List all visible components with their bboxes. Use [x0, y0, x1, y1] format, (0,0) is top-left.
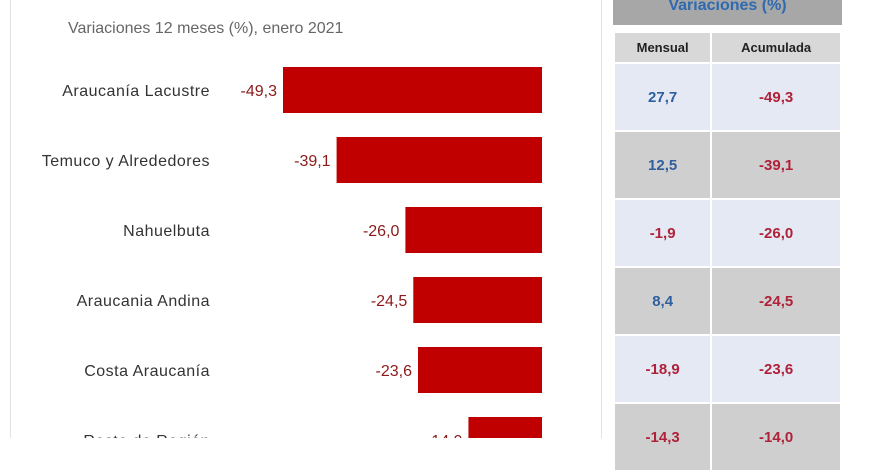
variations-table: Mensual Acumulada 27,7 -49,3 12,5 -39,1 -1,9… — [612, 31, 842, 472]
cell-acumulada: -26,0 — [710, 198, 842, 268]
header-mensual: Mensual — [612, 31, 713, 64]
bar — [468, 417, 542, 438]
table-row: 27,7 -49,3 — [612, 62, 842, 132]
table-row: -1,9 -26,0 — [612, 198, 842, 268]
cell-mensual: 27,7 — [612, 62, 713, 132]
cell-acumulada: -24,5 — [710, 266, 842, 336]
bar-value-label: -24,5 — [371, 293, 408, 310]
bar — [336, 137, 542, 183]
bar-value-label: -39,1 — [294, 153, 331, 170]
bar-chart: -49,3 Araucanía Lacustre -39,1 Temuco y Alr… — [42, 67, 542, 438]
category-label: Araucanía Lacustre — [62, 83, 210, 100]
cell-mensual: 8,4 — [612, 266, 713, 336]
bar-value-label: -26,0 — [363, 223, 400, 240]
category-label: Temuco y Alrededores — [42, 153, 210, 170]
bar-value-label: -23,6 — [376, 363, 413, 380]
cell-acumulada: -49,3 — [710, 62, 842, 132]
header-acumulada: Acumulada — [710, 31, 842, 64]
bar — [405, 207, 542, 253]
table-row: -18,9 -23,6 — [612, 334, 842, 404]
category-label: Nahuelbuta — [123, 223, 210, 240]
cell-acumulada: -14,0 — [710, 402, 842, 472]
cell-acumulada: -39,1 — [710, 130, 842, 200]
table-header-row: Mensual Acumulada — [612, 31, 842, 64]
table-title: Variaciones (%) — [613, 0, 842, 25]
bar-value-label: -14,0 — [426, 433, 463, 438]
cell-mensual: 12,5 — [612, 130, 713, 200]
cell-acumulada: -23,6 — [710, 334, 842, 404]
bar — [418, 347, 542, 393]
cell-mensual: -14,3 — [612, 402, 713, 472]
table-row: -14,3 -14,0 — [612, 402, 842, 472]
bar-value-label: -49,3 — [241, 83, 278, 100]
cell-mensual: -18,9 — [612, 334, 713, 404]
bar — [413, 277, 542, 323]
chart-subtitle: Variaciones 12 meses (%), enero 2021 — [68, 20, 344, 37]
category-label: Resto de Región — [83, 433, 210, 438]
bar — [283, 67, 542, 113]
category-label: Araucania Andina — [77, 293, 210, 310]
category-label: Costa Araucanía — [84, 363, 210, 380]
table-row: 12,5 -39,1 — [612, 130, 842, 200]
cell-mensual: -1,9 — [612, 198, 713, 268]
table-row: 8,4 -24,5 — [612, 266, 842, 336]
